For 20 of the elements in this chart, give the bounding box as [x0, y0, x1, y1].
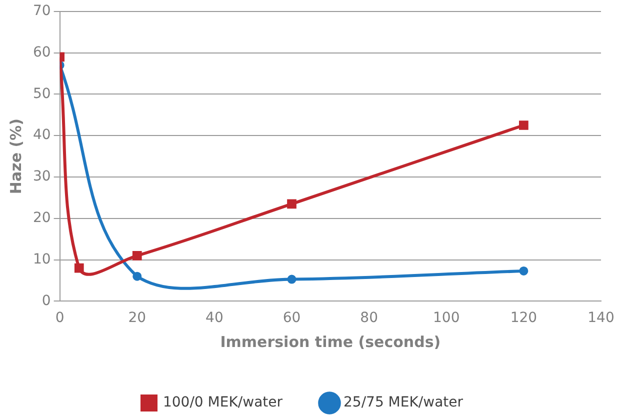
y-tick-label: 10 [32, 251, 51, 268]
x-tick-label: 0 [55, 310, 64, 326]
y-tick-label: 50 [32, 86, 51, 102]
y-tick-label: 40 [32, 127, 51, 144]
y-tick-label: 60 [32, 44, 51, 60]
x-tick-label: 140 [588, 310, 614, 326]
y-tick-label: 30 [32, 168, 51, 185]
x-axis-title: Immersion time (seconds) [220, 332, 441, 351]
y-axis-title: Haze (%) [6, 118, 25, 194]
x-tick-label: 80 [360, 310, 378, 326]
x-tick-label: 120 [510, 310, 538, 326]
y-tick-label: 20 [32, 210, 51, 226]
legend-label: 25/75 MEK/water [344, 394, 464, 411]
x-tick-label: 20 [128, 310, 146, 326]
x-tick-label: 60 [282, 310, 301, 326]
y-tick-label: 70 [32, 3, 51, 20]
x-tick-label: 100 [433, 310, 460, 326]
y-tick-label: 0 [42, 292, 51, 309]
legend-label: 100/0 MEK/water [162, 394, 283, 411]
x-tick-label: 40 [206, 310, 224, 326]
